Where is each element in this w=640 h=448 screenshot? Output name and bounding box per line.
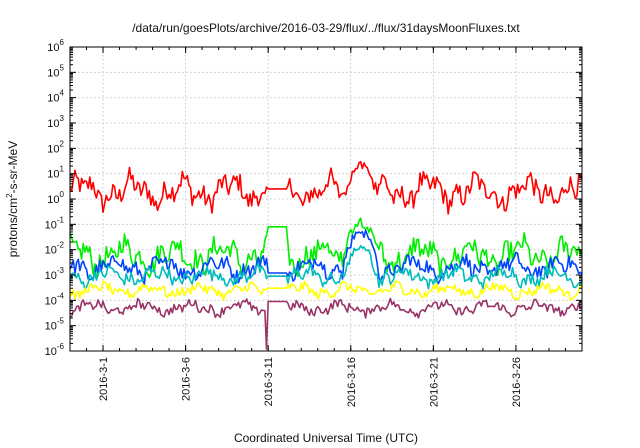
x-tick-label: 2016-3-16: [346, 357, 358, 407]
x-tick-label: 2016-3-26: [511, 357, 523, 407]
x-axis-label: Coordinated Universal Time (UTC): [234, 431, 418, 445]
series-line: [69, 229, 583, 285]
series-line: [69, 297, 583, 350]
chart-title: /data/run/goesPlots/archive/2016-03-29/f…: [132, 21, 520, 35]
y-tick-label: 10-3: [45, 266, 65, 282]
y-tick-label: 10-6: [45, 342, 65, 358]
y-tick-label: 101: [47, 165, 64, 181]
x-tick-label: 2016-3-11: [263, 357, 275, 406]
y-axis-label-part-1: protons/cm: [6, 198, 20, 257]
y-tick-label: 10-2: [45, 241, 65, 257]
y-axis-label: protons/cm2-s-sr-MeV: [5, 141, 20, 257]
axes: 10-6 10-5 10-4 10-3 10-2 10-1 100 101 102 103 104 1…: [45, 38, 582, 407]
y-axis-label-exponent: 2: [5, 193, 14, 198]
y-tick-label: 104: [47, 89, 64, 105]
y-axis-label-part-2: -s-sr-MeV: [6, 141, 20, 194]
y-tick-label: 106: [47, 38, 64, 54]
x-tick-label: 2016-3-1: [98, 357, 110, 401]
series-line: [69, 160, 583, 215]
y-tick-label: 102: [47, 139, 64, 155]
series-layer: [69, 160, 583, 350]
series-line: [69, 280, 583, 302]
x-tick-label: 2016-3-6: [181, 357, 193, 401]
y-tick-label: 105: [47, 63, 64, 79]
y-tick-label: 100: [47, 190, 64, 206]
series-line: [69, 244, 583, 291]
y-tick-label: 10-4: [45, 291, 65, 307]
y-tick-label: 10-1: [45, 215, 65, 231]
x-tick-label: 2016-3-21: [428, 357, 440, 407]
y-tick-label: 103: [47, 114, 64, 130]
y-tick-label: 10-5: [45, 317, 65, 333]
series-line: [69, 217, 583, 278]
grid: [70, 47, 582, 351]
